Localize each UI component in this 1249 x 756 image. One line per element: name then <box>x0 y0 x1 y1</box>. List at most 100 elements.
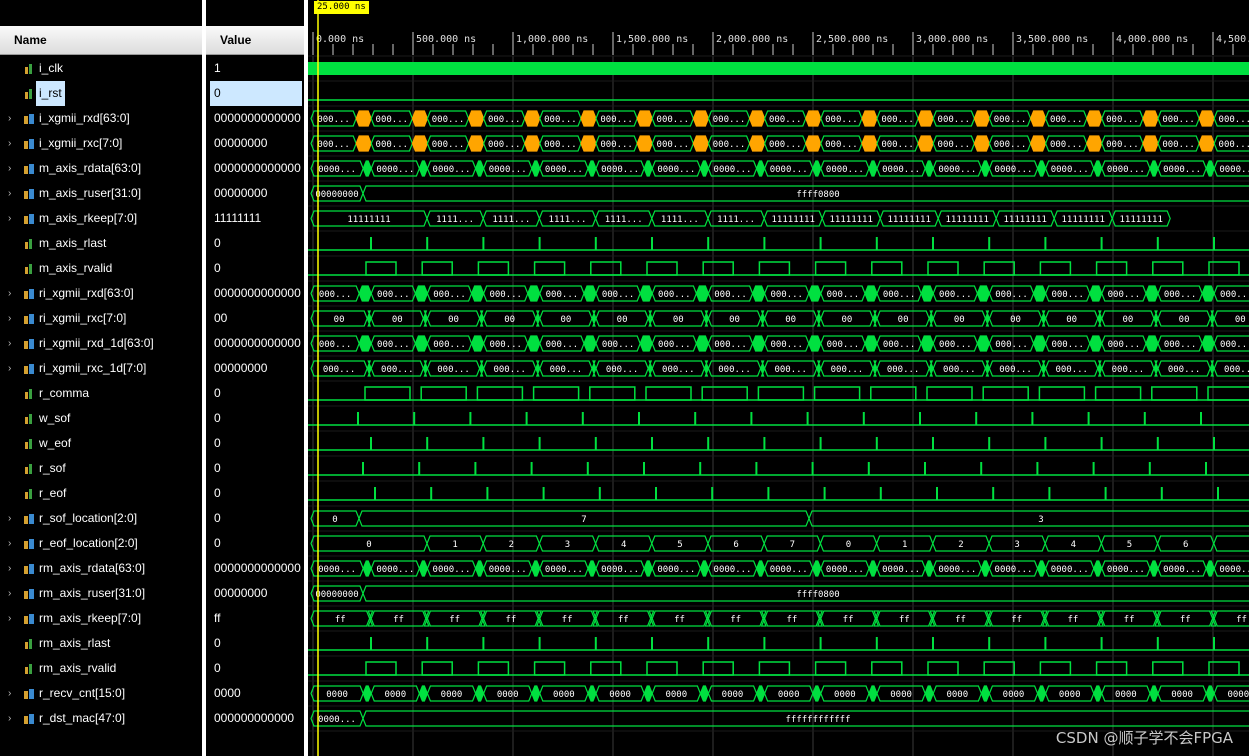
signal-name[interactable]: r_eof_location[2:0] <box>39 536 138 550</box>
signal-value[interactable]: 0000000000000 <box>214 336 301 350</box>
signal-name[interactable]: ri_xgmii_rxd[63:0] <box>39 286 134 300</box>
signal-row[interactable]: › i_xgmii_rxc[7:0] <box>0 131 202 156</box>
signal-name[interactable]: ri_xgmii_rxc_1d[7:0] <box>39 361 147 375</box>
signal-name[interactable]: r_sof <box>39 461 66 475</box>
signal-value[interactable]: 0000000000000 <box>214 286 301 300</box>
signal-name[interactable]: i_xgmii_rxd[63:0] <box>39 111 130 125</box>
signal-row[interactable]: w_eof <box>0 431 202 456</box>
signal-value[interactable]: 0000 <box>214 686 241 700</box>
signal-row[interactable]: i_rst <box>0 81 202 106</box>
signal-row[interactable]: › m_axis_ruser[31:0] <box>0 181 202 206</box>
signal-row[interactable]: › ri_xgmii_rxd[63:0] <box>0 281 202 306</box>
signal-name[interactable]: m_axis_rkeep[7:0] <box>39 211 138 225</box>
expand-chevron-icon[interactable]: › <box>8 138 12 149</box>
signal-row[interactable]: › rm_axis_rdata[63:0] <box>0 556 202 581</box>
expand-chevron-icon[interactable]: › <box>8 588 12 599</box>
signal-value[interactable]: 0000000000000 <box>214 161 301 175</box>
column-divider[interactable] <box>202 0 206 756</box>
signal-name[interactable]: r_eof <box>39 486 67 500</box>
signal-row[interactable]: › ri_xgmii_rxc[7:0] <box>0 306 202 331</box>
signal-value[interactable]: 0 <box>214 536 221 550</box>
signal-value[interactable]: 0 <box>214 386 221 400</box>
expand-chevron-icon[interactable]: › <box>8 713 12 724</box>
signal-row[interactable]: r_eof <box>0 481 202 506</box>
signal-value[interactable]: 0 <box>214 661 221 675</box>
signal-value[interactable]: 0 <box>214 636 221 650</box>
signal-name[interactable]: rm_axis_rkeep[7:0] <box>39 611 142 625</box>
signal-value[interactable]: 11111111 <box>214 211 262 225</box>
waveform-viewer[interactable]: 0.000 ns 500.000 ns 1,000.000 ns 1,500.000 … <box>308 0 1249 756</box>
waveform-canvas[interactable]: 0.000 ns 500.000 ns 1,000.000 ns 1,500.000 … <box>308 0 1249 756</box>
signal-row[interactable]: rm_axis_rlast <box>0 631 202 656</box>
expand-chevron-icon[interactable]: › <box>8 613 12 624</box>
signal-row[interactable]: m_axis_rvalid <box>0 256 202 281</box>
expand-chevron-icon[interactable]: › <box>8 688 12 699</box>
signal-value[interactable]: 0 <box>214 236 221 250</box>
signal-name[interactable]: rm_axis_rlast <box>39 636 111 650</box>
signal-name[interactable]: m_axis_rdata[63:0] <box>39 161 142 175</box>
signal-value[interactable]: 00 <box>214 311 228 325</box>
signal-row[interactable]: › ri_xgmii_rxc_1d[7:0] <box>0 356 202 381</box>
signal-value[interactable]: 0000000000000 <box>214 561 301 575</box>
signal-value[interactable]: 00000000 <box>214 586 268 600</box>
signal-value[interactable]: 00000000 <box>214 186 268 200</box>
signal-value[interactable]: 00000000 <box>214 136 268 150</box>
expand-chevron-icon[interactable]: › <box>8 288 12 299</box>
signal-value[interactable]: 000000000000 <box>214 711 295 725</box>
value-column-header[interactable]: Value <box>206 26 304 55</box>
signal-row[interactable]: › rm_axis_ruser[31:0] <box>0 581 202 606</box>
signal-name[interactable]: rm_axis_rdata[63:0] <box>39 561 146 575</box>
signal-row[interactable]: › r_recv_cnt[15:0] <box>0 681 202 706</box>
expand-chevron-icon[interactable]: › <box>8 113 12 124</box>
name-column-header[interactable]: Name <box>0 26 202 55</box>
cursor-time-label[interactable]: 25.000 ns <box>314 1 369 14</box>
signal-value[interactable]: 0 <box>214 511 221 525</box>
signal-value[interactable]: 00000000 <box>214 361 268 375</box>
signal-name[interactable]: w_sof <box>39 411 71 425</box>
signal-row[interactable]: i_clk <box>0 56 202 81</box>
signal-row[interactable]: r_sof <box>0 456 202 481</box>
expand-chevron-icon[interactable]: › <box>8 213 12 224</box>
signal-name[interactable]: r_comma <box>39 386 90 400</box>
signal-name[interactable]: r_dst_mac[47:0] <box>39 711 126 725</box>
signal-name[interactable]: m_axis_rlast <box>39 236 107 250</box>
signal-value[interactable]: 0 <box>210 81 302 106</box>
panel-divider[interactable] <box>304 0 308 756</box>
expand-chevron-icon[interactable]: › <box>8 513 12 524</box>
signal-name[interactable]: r_sof_location[2:0] <box>39 511 138 525</box>
signal-value[interactable]: 0 <box>214 461 221 475</box>
signal-name[interactable]: ri_xgmii_rxd_1d[63:0] <box>39 336 154 350</box>
signal-value[interactable]: 1 <box>214 61 221 75</box>
expand-chevron-icon[interactable]: › <box>8 563 12 574</box>
signal-row[interactable]: › r_dst_mac[47:0] <box>0 706 202 731</box>
expand-chevron-icon[interactable]: › <box>8 313 12 324</box>
signal-value[interactable]: 0 <box>214 486 221 500</box>
signal-name[interactable]: rm_axis_ruser[31:0] <box>39 586 146 600</box>
expand-chevron-icon[interactable]: › <box>8 538 12 549</box>
expand-chevron-icon[interactable]: › <box>8 163 12 174</box>
signal-name[interactable]: i_rst <box>36 81 65 106</box>
signal-row[interactable]: › m_axis_rdata[63:0] <box>0 156 202 181</box>
signal-row[interactable]: › rm_axis_rkeep[7:0] <box>0 606 202 631</box>
signal-row[interactable]: w_sof <box>0 406 202 431</box>
signal-name[interactable]: i_xgmii_rxc[7:0] <box>39 136 123 150</box>
signal-value[interactable]: 0 <box>214 436 221 450</box>
signal-name[interactable]: ri_xgmii_rxc[7:0] <box>39 311 127 325</box>
signal-name[interactable]: m_axis_ruser[31:0] <box>39 186 142 200</box>
signal-value[interactable]: 0000000000000 <box>214 111 301 125</box>
signal-value[interactable]: 0 <box>214 261 221 275</box>
signal-name[interactable]: rm_axis_rvalid <box>39 661 117 675</box>
expand-chevron-icon[interactable]: › <box>8 188 12 199</box>
signal-row[interactable]: › ri_xgmii_rxd_1d[63:0] <box>0 331 202 356</box>
signal-row[interactable]: rm_axis_rvalid <box>0 656 202 681</box>
signal-name[interactable]: r_recv_cnt[15:0] <box>39 686 126 700</box>
signal-name[interactable]: m_axis_rvalid <box>39 261 113 275</box>
signal-value[interactable]: ff <box>214 611 221 625</box>
expand-chevron-icon[interactable]: › <box>8 338 12 349</box>
signal-name[interactable]: w_eof <box>39 436 72 450</box>
signal-value[interactable]: 0 <box>214 411 221 425</box>
signal-row[interactable]: m_axis_rlast <box>0 231 202 256</box>
signal-row[interactable]: › i_xgmii_rxd[63:0] <box>0 106 202 131</box>
signal-name[interactable]: i_clk <box>39 61 64 75</box>
signal-row[interactable]: › m_axis_rkeep[7:0] <box>0 206 202 231</box>
